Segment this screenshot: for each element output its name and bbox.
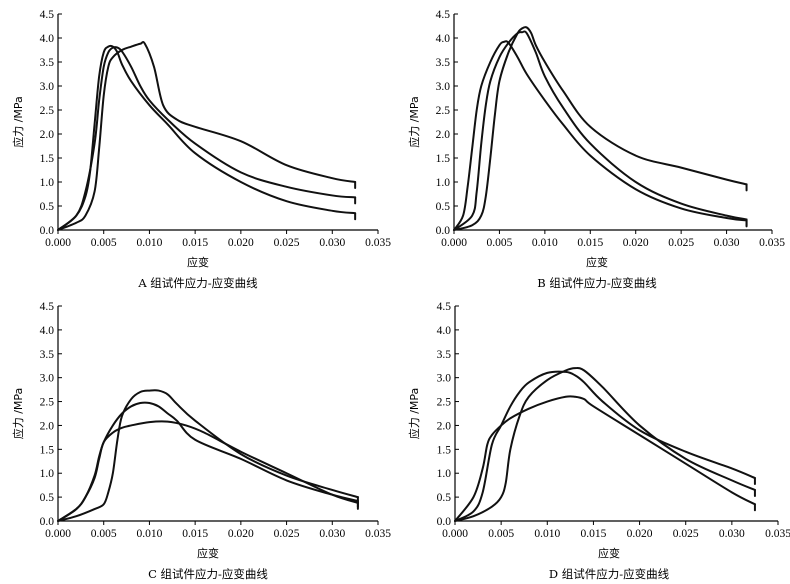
x-axis-title: 应变 [586,255,608,269]
series-line-3 [453,26,748,231]
x-tick-label: 0.030 [319,237,345,249]
x-tick-label: 0.020 [627,528,653,540]
y-tick-label: 2.5 [40,105,55,117]
y-tick-label: 1.5 [437,444,452,456]
x-tick-label: 0.025 [668,237,694,249]
y-tick-label: 4.5 [40,9,55,21]
y-tick-label: 3.0 [40,81,55,93]
x-tick-label: 0.015 [577,237,603,249]
y-tick-label: 2.5 [437,397,452,409]
y-tick-label: 0.5 [436,201,451,213]
chart-caption: A 组试件应力-应变曲线 [137,276,258,290]
y-tick-label: 4.0 [40,33,55,45]
x-tick-label: 0.025 [673,528,699,540]
chart-panel-a: 0.000 0.005 0.010 0.015 0.020 0.025 0.030 0.035… [11,9,391,290]
y-tick-label: 2.0 [437,420,452,432]
y-tick-label: 2.0 [40,129,55,141]
x-tick-label: 0.030 [714,237,740,249]
y-axis-title: 应力 /MPa [11,388,25,440]
y-tick-label: 3.5 [437,349,452,361]
x-tick-label: 0.005 [91,237,117,249]
series-line-3 [57,40,357,231]
y-tick-label: 0.5 [40,201,55,213]
x-axis-title: 应变 [187,255,209,269]
y-tick-label: 3.5 [40,57,55,69]
chart-caption: D 组试件应力-应变曲线 [549,567,670,581]
y-tick-label: 4.0 [436,33,451,45]
x-tick-label: 0.025 [274,528,300,540]
y-tick-label: 3.5 [436,57,451,69]
x-tick-label: 0.000 [442,528,468,540]
x-tick-label: 0.035 [365,528,391,540]
x-tick-label: 0.035 [765,528,790,540]
y-tick-label: 0.5 [40,492,55,504]
y-tick-label: 4.5 [437,301,452,313]
x-tick-label: 0.015 [182,237,208,249]
y-axis-title: 应力 /MPa [407,388,421,440]
x-tick-label: 0.005 [91,528,117,540]
series-line-3 [454,367,756,522]
y-tick-label: 4.5 [436,9,451,21]
x-tick-label: 0.015 [182,528,208,540]
y-tick-label: 3.0 [40,373,55,385]
x-tick-label: 0.010 [136,528,162,540]
y-tick-label: 0.0 [40,225,55,237]
y-tick-label: 1.5 [40,153,55,165]
y-tick-label: 0.0 [437,516,452,528]
x-tick-label: 0.030 [719,528,745,540]
series-line-2 [57,46,357,231]
x-axis-title: 应变 [197,546,219,560]
y-tick-label: 3.0 [436,81,451,93]
x-tick-label: 0.020 [228,528,254,540]
y-tick-label: 0.0 [436,225,451,237]
y-tick-label: 1.0 [436,177,451,189]
chart-caption: C 组试件应力-应变曲线 [148,567,268,581]
y-tick-label: 2.0 [436,129,451,141]
x-tick-label: 0.000 [441,237,467,249]
y-tick-label: 0.0 [40,516,55,528]
y-tick-label: 4.0 [40,325,55,337]
x-axis-title: 应变 [598,546,620,560]
y-tick-label: 2.5 [436,105,451,117]
y-tick-label: 4.0 [437,325,452,337]
series-line-3 [57,389,359,522]
x-tick-label: 0.010 [136,237,162,249]
y-axis-title: 应力 /MPa [407,96,421,148]
y-tick-label: 1.0 [40,177,55,189]
y-tick-label: 1.5 [40,444,55,456]
x-tick-label: 0.010 [534,528,560,540]
x-tick-label: 0.025 [274,237,300,249]
chart-panel-b: 0.000 0.005 0.010 0.015 0.020 0.025 0.030 0.035… [407,9,785,290]
y-tick-label: 1.5 [436,153,451,165]
x-tick-label: 0.035 [365,237,391,249]
chart-panel-c: 0.000 0.005 0.010 0.015 0.020 0.025 0.030 0.035… [11,301,391,581]
y-tick-label: 2.0 [40,420,55,432]
y-tick-label: 4.5 [40,301,55,313]
y-tick-label: 1.0 [437,468,452,480]
y-tick-label: 0.5 [437,492,452,504]
y-axis-title: 应力 /MPa [11,96,25,148]
series-line-2 [453,30,748,231]
y-tick-label: 2.5 [40,397,55,409]
y-tick-label: 1.0 [40,468,55,480]
x-tick-label: 0.005 [488,528,514,540]
x-tick-label: 0.020 [228,237,254,249]
x-tick-label: 0.020 [623,237,649,249]
series-line-2 [57,401,359,522]
x-tick-label: 0.000 [45,237,71,249]
y-tick-label: 3.5 [40,349,55,361]
x-tick-label: 0.015 [580,528,606,540]
chart-caption: B 组试件应力-应变曲线 [537,276,657,290]
y-tick-label: 3.0 [437,373,452,385]
x-tick-label: 0.030 [319,528,345,540]
x-tick-label: 0.005 [486,237,512,249]
x-tick-label: 0.010 [532,237,558,249]
x-tick-label: 0.035 [759,237,785,249]
series-line-1 [454,395,756,522]
x-tick-label: 0.000 [45,528,71,540]
chart-panel-d: 0.000 0.005 0.010 0.015 0.020 0.025 0.030 0.035… [407,301,790,581]
